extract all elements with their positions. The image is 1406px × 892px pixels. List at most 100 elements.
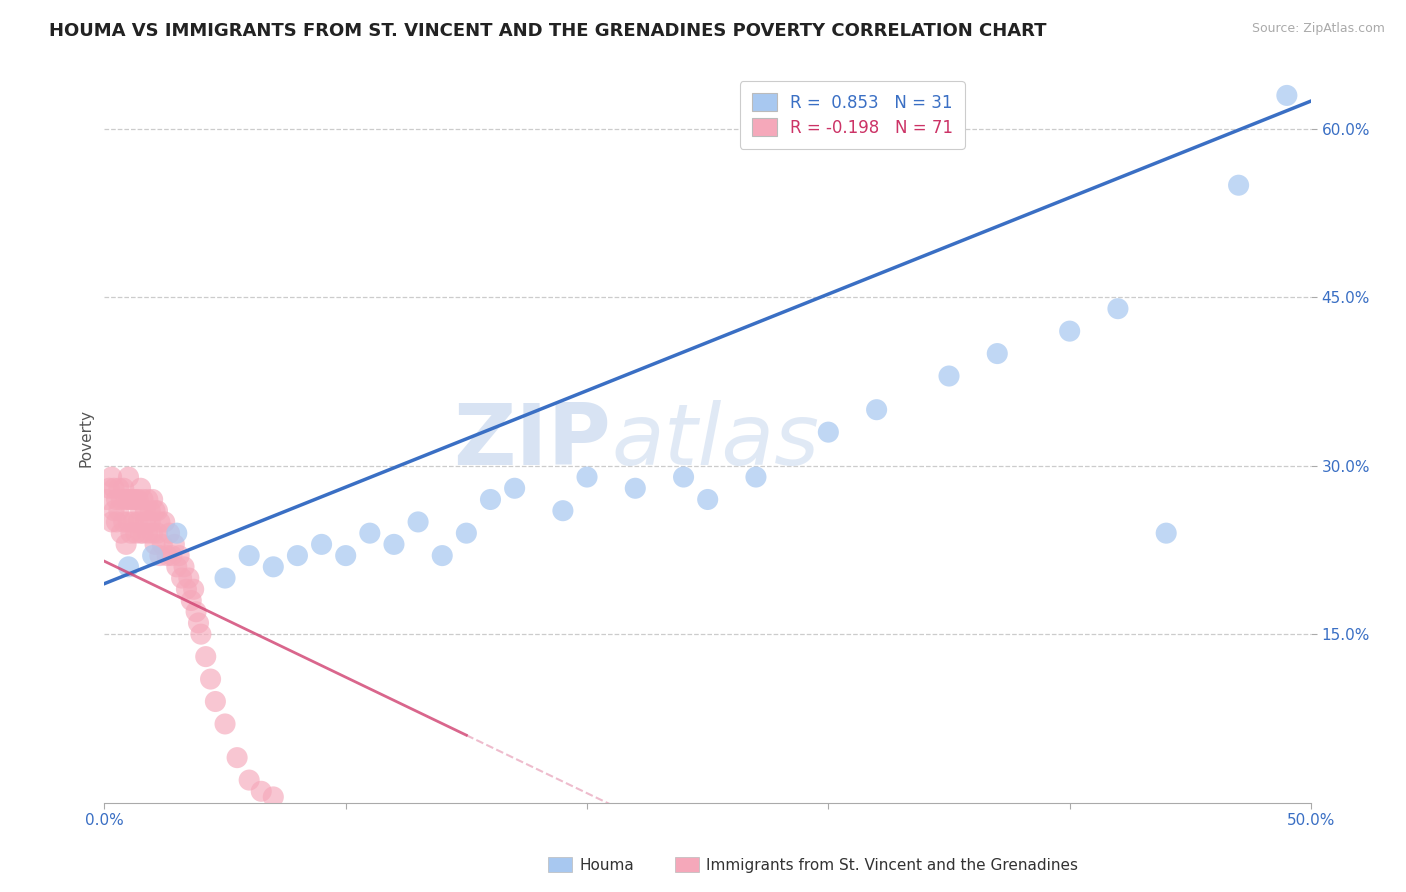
- Point: [335, 549, 357, 563]
- Point: [134, 515, 156, 529]
- Point: [238, 773, 260, 788]
- Point: [503, 481, 526, 495]
- Point: [146, 504, 169, 518]
- Point: [160, 549, 183, 563]
- Point: [117, 492, 139, 507]
- Point: [134, 504, 156, 518]
- Point: [180, 593, 202, 607]
- Point: [117, 470, 139, 484]
- Point: [115, 492, 138, 507]
- Point: [817, 425, 839, 439]
- Point: [142, 526, 165, 541]
- Point: [122, 492, 145, 507]
- Point: [214, 571, 236, 585]
- Point: [127, 492, 149, 507]
- Point: [183, 582, 205, 597]
- Point: [150, 537, 173, 551]
- Point: [1059, 324, 1081, 338]
- Point: [479, 492, 502, 507]
- Point: [129, 504, 152, 518]
- Y-axis label: Poverty: Poverty: [79, 409, 93, 467]
- Point: [132, 526, 155, 541]
- Point: [359, 526, 381, 541]
- Point: [163, 537, 186, 551]
- Point: [112, 481, 135, 495]
- Text: Immigrants from St. Vincent and the Grenadines: Immigrants from St. Vincent and the Gren…: [706, 858, 1078, 872]
- Point: [120, 492, 142, 507]
- Point: [125, 526, 148, 541]
- Text: Source: ZipAtlas.com: Source: ZipAtlas.com: [1251, 22, 1385, 36]
- Point: [170, 571, 193, 585]
- Point: [938, 369, 960, 384]
- Point: [136, 526, 159, 541]
- Point: [166, 526, 188, 541]
- Point: [132, 492, 155, 507]
- Point: [142, 549, 165, 563]
- Point: [127, 515, 149, 529]
- Point: [986, 346, 1008, 360]
- Point: [149, 515, 172, 529]
- Text: ZIP: ZIP: [453, 400, 612, 483]
- Point: [122, 515, 145, 529]
- Point: [129, 526, 152, 541]
- Point: [125, 492, 148, 507]
- Point: [110, 526, 132, 541]
- Point: [262, 559, 284, 574]
- Point: [103, 481, 125, 495]
- Point: [142, 492, 165, 507]
- Point: [238, 549, 260, 563]
- Point: [173, 559, 195, 574]
- Point: [194, 649, 217, 664]
- Point: [311, 537, 333, 551]
- Point: [576, 470, 599, 484]
- Point: [166, 559, 188, 574]
- Point: [432, 549, 454, 563]
- Legend: R =  0.853   N = 31, R = -0.198   N = 71: R = 0.853 N = 31, R = -0.198 N = 71: [740, 81, 965, 149]
- Point: [745, 470, 768, 484]
- Point: [100, 515, 122, 529]
- Point: [406, 515, 429, 529]
- Point: [143, 504, 166, 518]
- Point: [159, 526, 181, 541]
- Point: [551, 504, 574, 518]
- Point: [117, 559, 139, 574]
- Point: [108, 504, 131, 518]
- Point: [117, 515, 139, 529]
- Point: [456, 526, 478, 541]
- Point: [672, 470, 695, 484]
- Point: [624, 481, 647, 495]
- Point: [136, 492, 159, 507]
- Point: [865, 402, 887, 417]
- Point: [143, 537, 166, 551]
- Point: [214, 717, 236, 731]
- Point: [187, 615, 209, 630]
- Text: Houma: Houma: [579, 858, 634, 872]
- Point: [190, 627, 212, 641]
- Point: [98, 481, 121, 495]
- Point: [262, 789, 284, 804]
- Text: atlas: atlas: [612, 400, 820, 483]
- Point: [176, 582, 198, 597]
- Point: [184, 605, 207, 619]
- Point: [167, 549, 190, 563]
- Point: [110, 492, 132, 507]
- Point: [139, 504, 162, 518]
- Point: [120, 526, 142, 541]
- Point: [108, 481, 131, 495]
- Point: [204, 694, 226, 708]
- Point: [287, 549, 309, 563]
- Point: [105, 515, 128, 529]
- Point: [156, 549, 179, 563]
- Point: [153, 515, 176, 529]
- Point: [129, 481, 152, 495]
- Point: [382, 537, 405, 551]
- Point: [146, 526, 169, 541]
- Point: [1154, 526, 1177, 541]
- Point: [103, 504, 125, 518]
- Point: [100, 470, 122, 484]
- Point: [96, 492, 118, 507]
- Point: [250, 784, 273, 798]
- Point: [200, 672, 222, 686]
- Point: [105, 492, 128, 507]
- Text: HOUMA VS IMMIGRANTS FROM ST. VINCENT AND THE GRENADINES POVERTY CORRELATION CHAR: HOUMA VS IMMIGRANTS FROM ST. VINCENT AND…: [49, 22, 1046, 40]
